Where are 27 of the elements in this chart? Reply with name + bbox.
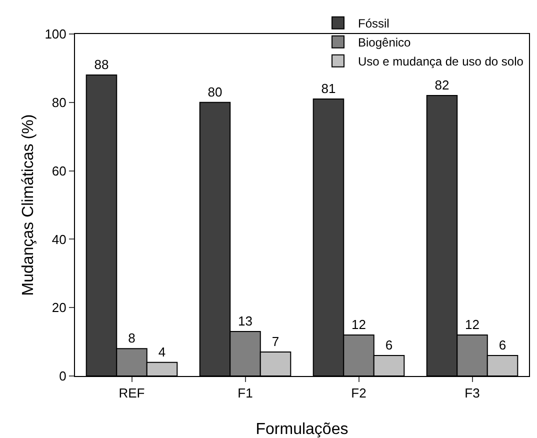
y-tick-label: 60	[52, 163, 66, 178]
data-label: 12	[352, 316, 366, 332]
y-tick-label: 40	[52, 232, 66, 247]
x-tick-label: F1	[238, 386, 253, 401]
x-tick-label: F3	[464, 386, 480, 401]
data-label: 4	[158, 344, 166, 360]
y-tick-label: 20	[52, 300, 66, 316]
x-tick-label: F2	[351, 386, 366, 401]
data-label: 12	[465, 316, 480, 332]
data-label: 6	[498, 337, 506, 352]
legend-label: Biogênico	[358, 36, 412, 50]
x-tick-label: REF	[118, 386, 145, 401]
x-axis-title: Formulações	[256, 421, 348, 438]
data-label: 8	[128, 330, 136, 346]
y-tick-label: 80	[52, 94, 66, 110]
data-label: 13	[238, 314, 252, 329]
data-label: 88	[94, 57, 109, 72]
legend-label: Fóssil	[358, 16, 390, 31]
data-label: 82	[434, 78, 450, 93]
y-tick-label: 0	[59, 368, 66, 384]
data-label: 6	[385, 337, 393, 352]
y-axis-title: Mudanças Climáticas (%)	[20, 114, 37, 296]
legend-label: Uso e mudança de uso do solo	[358, 54, 524, 69]
data-label: 80	[208, 84, 222, 100]
data-label: 7	[272, 334, 280, 350]
y-tick-label: 100	[44, 26, 66, 42]
data-label: 81	[321, 80, 336, 96]
